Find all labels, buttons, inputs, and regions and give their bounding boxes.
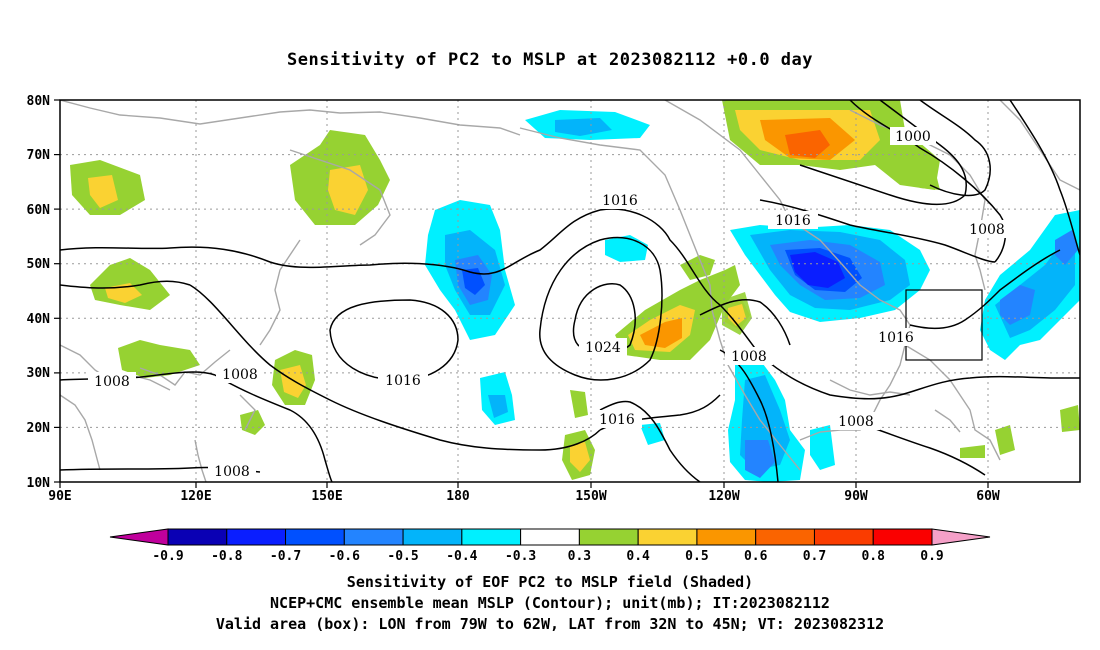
contour-label: 1008: [208, 462, 256, 480]
colorbar-cell: [813, 528, 874, 546]
svg-text:1000: 1000: [895, 129, 931, 145]
lat-label: 80N: [27, 94, 51, 109]
colorbar-tick-label: -0.4: [446, 549, 477, 564]
lat-label: 60N: [27, 203, 51, 218]
contour-label: 1016: [768, 211, 818, 229]
colorbar-tick-label: -0.3: [505, 549, 536, 564]
valid-area-box: [905, 289, 983, 361]
contour-label: 1008: [216, 365, 264, 383]
colorbar-tick-label: 0.6: [744, 549, 768, 564]
contour-label: 1008: [963, 220, 1011, 238]
caption-line: Valid area (box): LON from 79W to 62W, L…: [215, 615, 885, 633]
colorbar-tick-label: 0.4: [626, 549, 650, 564]
colorbar-cell: [520, 528, 580, 546]
contour-label: 1024: [579, 338, 627, 356]
svg-text:1016: 1016: [599, 412, 635, 428]
plot-area: [60, 100, 1080, 482]
svg-text:1008: 1008: [222, 367, 258, 383]
svg-text:1008: 1008: [94, 374, 130, 390]
lon-label: 150W: [575, 489, 606, 504]
svg-text:1008: 1008: [214, 464, 250, 480]
colorbar-cell: [402, 528, 463, 546]
lon-label: 120W: [708, 489, 739, 504]
shaded-sensitivity: [70, 100, 1080, 482]
map-title: Sensitivity of PC2 to MSLP at 2023082112…: [286, 50, 813, 70]
contour-label: 1016: [378, 371, 428, 389]
lat-label: 50N: [27, 257, 51, 272]
svg-text:1008: 1008: [731, 349, 767, 365]
svg-text:1016: 1016: [878, 330, 914, 346]
colorbar-tick-label: -0.6: [329, 549, 360, 564]
plot-frame: [59, 99, 1081, 483]
contour-label: 1016: [596, 191, 644, 209]
contour-label: 1000: [890, 127, 936, 145]
lon-label: 90E: [48, 489, 71, 504]
lat-label: 30N: [27, 366, 51, 381]
lon-label: 90W: [844, 489, 868, 504]
colorbar-tick-label: -0.9: [152, 549, 183, 564]
colorbar-cell: [167, 528, 228, 546]
svg-text:1008: 1008: [838, 414, 874, 430]
lon-label: 120E: [180, 489, 211, 504]
colorbar-tick-label: -0.5: [387, 549, 418, 564]
contour-label: 1016: [592, 410, 642, 428]
caption-line: NCEP+CMC ensemble mean MSLP (Contour); u…: [270, 594, 830, 612]
colorbar-tick-label: 0.8: [861, 549, 885, 564]
contour-label: 1016: [872, 328, 920, 346]
lon-label: 150E: [311, 489, 342, 504]
latitude-axis: 80N 70N 60N 50N 40N 30N 20N 10N: [27, 94, 60, 491]
lat-label: 40N: [27, 312, 51, 327]
longitude-axis: 90E 120E 150E 180 150W 120W 90W 60W: [48, 482, 1000, 504]
caption: Sensitivity of EOF PC2 to MSLP field (Sh…: [0, 572, 1100, 635]
lon-label: 60W: [976, 489, 1000, 504]
svg-text:1024: 1024: [585, 340, 621, 356]
caption-line: Sensitivity of EOF PC2 to MSLP field (Sh…: [346, 573, 754, 591]
colorbar-tick-label: 0.7: [803, 549, 826, 564]
colorbar-cell: [578, 528, 639, 546]
colorbar-cell: [872, 528, 933, 546]
colorbar-tick-label: -0.7: [270, 549, 301, 564]
lat-label: 70N: [27, 148, 51, 163]
colorbar: -0.9 -0.8 -0.7 -0.6 -0.5 -0.4 -0.3 0.3 0.4 0.5 0.6…: [109, 528, 991, 564]
colorbar-cell: [637, 528, 698, 546]
svg-text:1016: 1016: [385, 373, 421, 389]
colorbar-cell: [285, 528, 345, 546]
colorbar-tick-label: 0.9: [920, 549, 943, 564]
colorbar-tick-label: 0.3: [568, 549, 591, 564]
colorbar-cell: [755, 528, 815, 546]
colorbar-cell: [226, 528, 287, 546]
colorbar-tick-label: 0.5: [685, 549, 708, 564]
svg-text:1016: 1016: [602, 193, 638, 209]
colorbar-tick-label: -0.8: [211, 549, 242, 564]
contour-label: 1008: [725, 347, 773, 365]
colorbar-cell: [343, 528, 404, 546]
contour-label: 1008: [832, 412, 880, 430]
colorbar-left-arrow: [109, 528, 169, 546]
colorbar-cell: [461, 528, 522, 546]
svg-text:1016: 1016: [775, 213, 811, 229]
colorbar-cell: [696, 528, 757, 546]
contour-labels: 1000 1008 1016 1008 1016 1024 1016 1016 …: [88, 127, 1011, 480]
colorbar-right-arrow: [931, 528, 991, 546]
svg-text:1008: 1008: [969, 222, 1005, 238]
lat-label: 20N: [27, 421, 51, 436]
lon-label: 180: [446, 489, 470, 504]
contour-label: 1008: [88, 372, 136, 390]
lat-label: 10N: [27, 476, 51, 491]
